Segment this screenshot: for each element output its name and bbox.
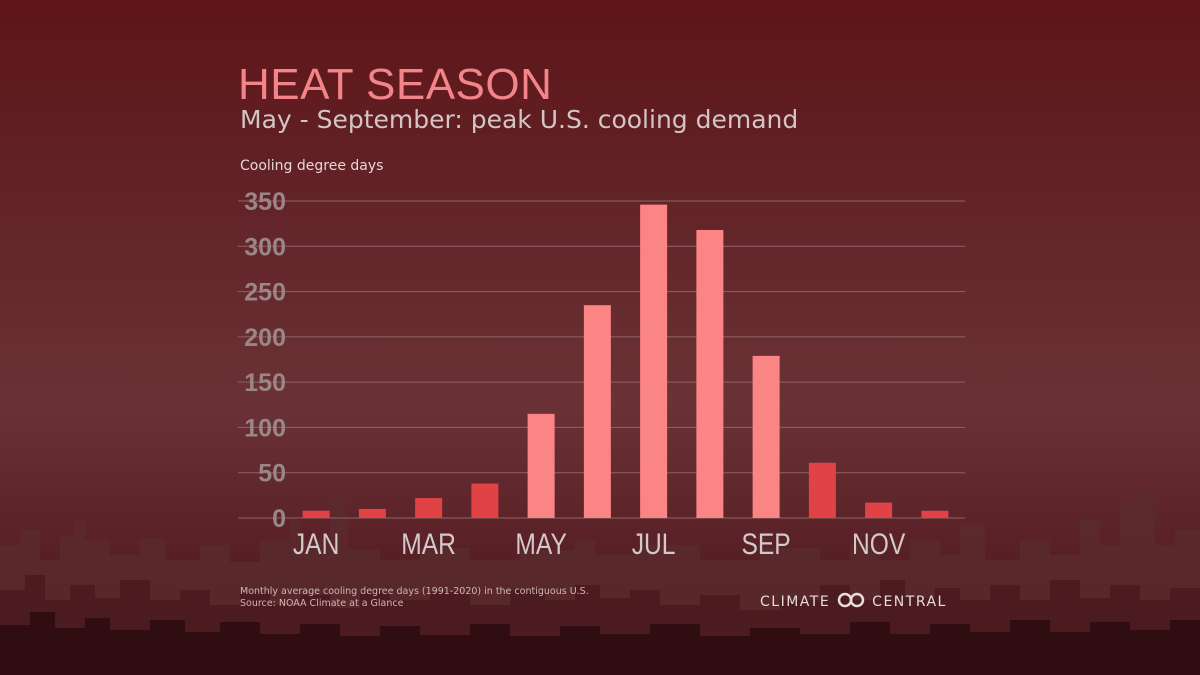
climate-central-logo: CLIMATE CENTRAL [760,592,947,612]
bar-oct [808,462,836,518]
y-tick-label: 0 [272,505,286,533]
bar-sep [752,355,780,518]
bar-feb [358,508,386,518]
x-tick-label: JUL [632,527,676,561]
y-tick-labels: 0 50 100 150 200 250 300 350 [244,188,286,533]
footnote-source: Source: NOAA Climate at a Glance [240,598,404,609]
bar-dec [921,510,949,518]
bar-jul [640,204,668,518]
x-tick-label: MAY [515,527,566,561]
y-tick-label: 100 [244,414,286,442]
bars [302,204,949,519]
linked-circles-icon [836,592,866,612]
bar-jan [302,510,330,518]
bar-may [527,413,555,518]
y-tick-label: 200 [244,324,286,352]
y-tick-label: 50 [258,460,286,488]
bar-jun [583,305,611,518]
brand-text-left: CLIMATE [760,594,831,610]
bar-apr [471,483,499,518]
chart-title: HEAT SEASON [238,60,553,109]
footnote: Monthly average cooling degree days (199… [240,586,589,610]
bar-nov [865,502,893,518]
x-tick-label: SEP [742,527,791,561]
x-tick-label: JAN [293,527,339,561]
x-tick-labels: JAN MAR MAY JUL SEP NOV [293,527,906,561]
y-tick-label: 250 [244,279,286,307]
y-tick-label: 150 [244,369,286,397]
x-tick-label: MAR [401,527,456,561]
bar-mar [415,498,443,518]
x-tick-label: NOV [852,527,906,561]
footnote-note: Monthly average cooling degree days (199… [240,586,589,597]
y-tick-label: 350 [244,188,286,216]
chart-subtitle: May - September: peak U.S. cooling deman… [240,105,799,134]
bar-aug [696,229,724,519]
y-axis-label: Cooling degree days [240,158,384,174]
y-tick-label: 300 [244,233,286,261]
brand-text-right: CENTRAL [872,594,947,610]
